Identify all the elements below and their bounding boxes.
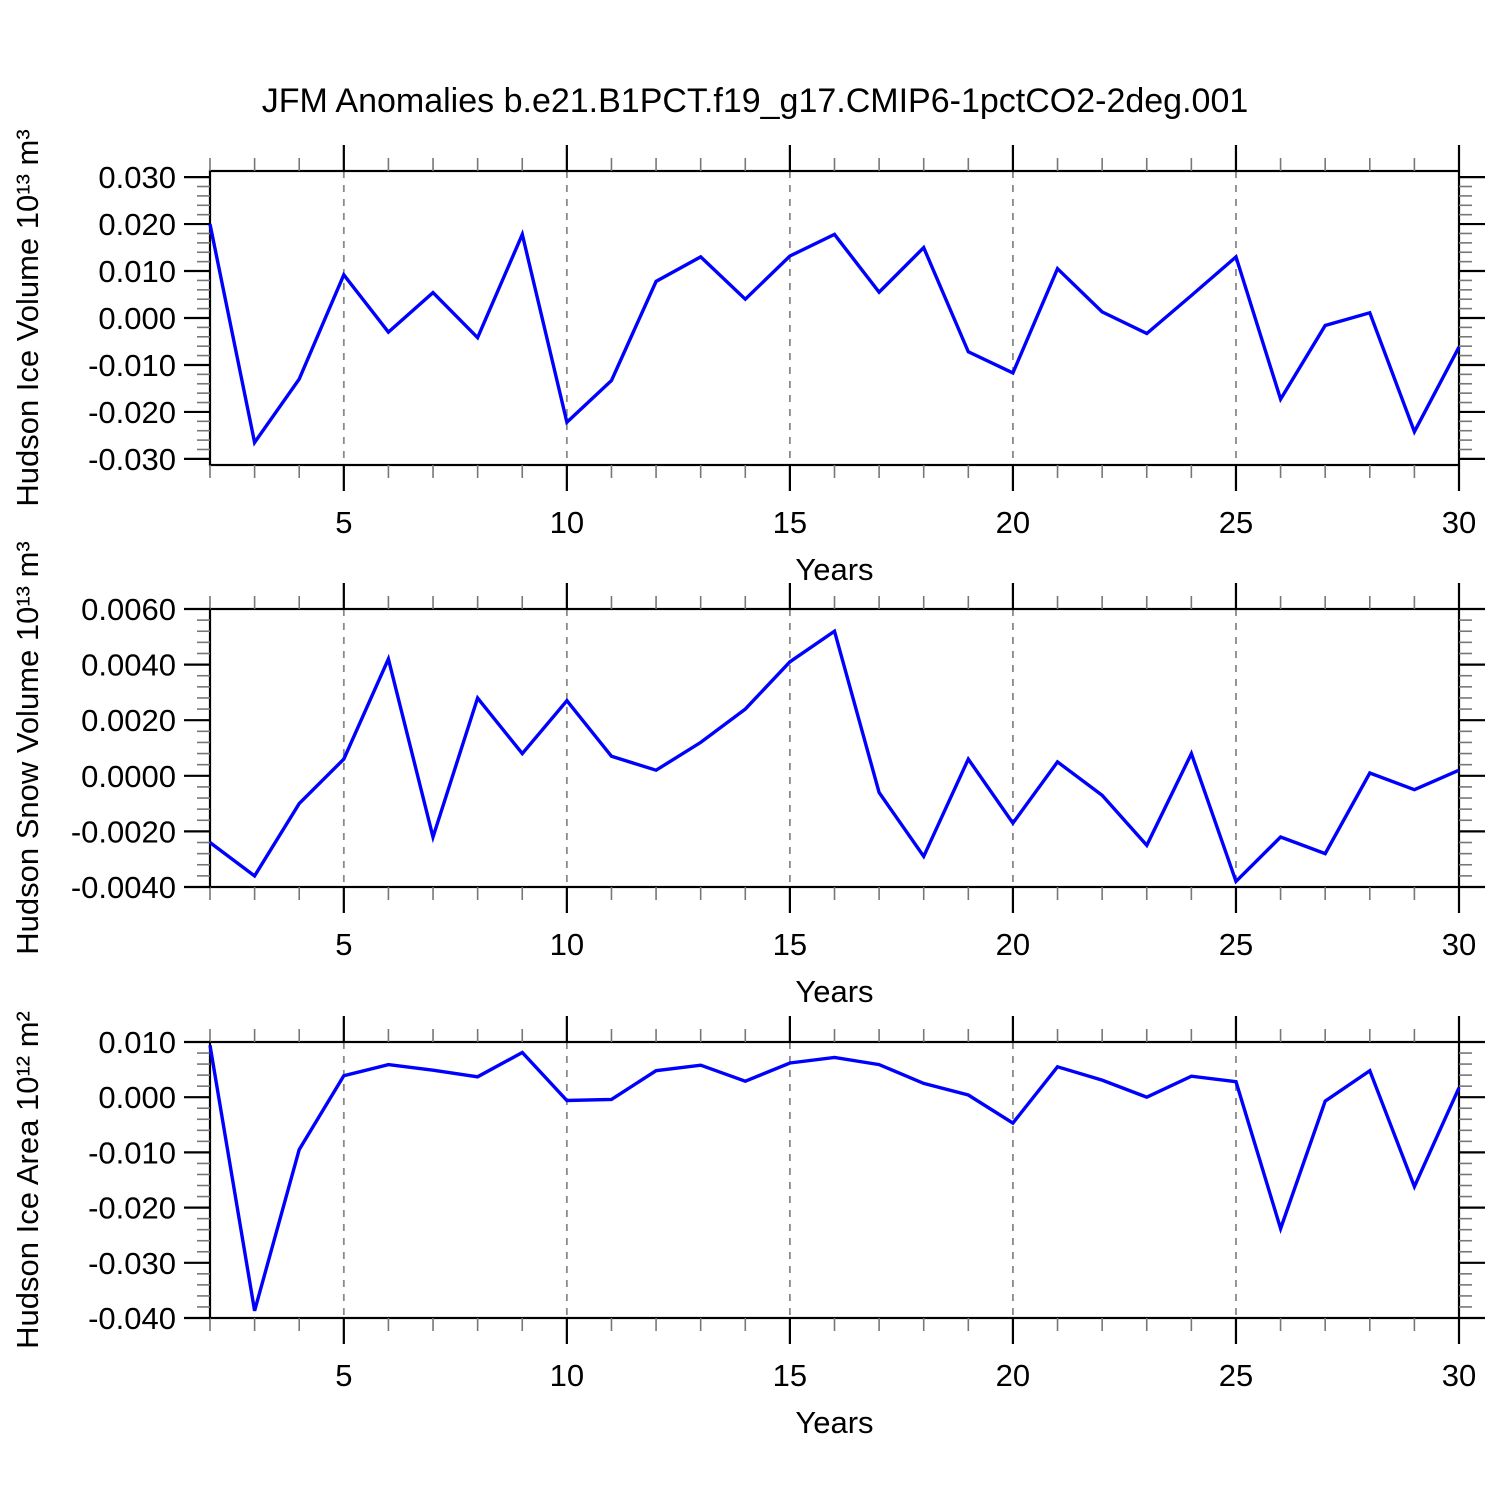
y-tick-label: 0.030 xyxy=(98,160,176,195)
y-tick-label: 0.020 xyxy=(98,207,176,242)
y-tick-label: -0.010 xyxy=(88,1135,176,1170)
y-axis-label: Hudson Ice Area 10¹² m² xyxy=(10,1011,45,1349)
y-tick-label: -0.0020 xyxy=(71,814,176,849)
x-tick-label: 15 xyxy=(773,505,807,540)
axis-ticks xyxy=(184,1016,1485,1344)
x-tick-label: 5 xyxy=(335,505,352,540)
x-tick-label: 10 xyxy=(550,505,584,540)
y-axis-label: Hudson Ice Volume 10¹³ m³ xyxy=(10,129,45,506)
series-line xyxy=(208,628,1460,885)
y-tick-label: -0.020 xyxy=(88,395,176,430)
x-tick-label: 20 xyxy=(996,505,1030,540)
y-tick-label: 0.0060 xyxy=(81,592,176,627)
plot-frame xyxy=(208,1040,1461,1320)
y-tick-label: -0.030 xyxy=(88,442,176,477)
x-tick-label: 25 xyxy=(1219,505,1253,540)
x-axis-label: Years xyxy=(795,1405,873,1440)
y-axis-label: Hudson Snow Volume 10¹³ m³ xyxy=(10,541,45,955)
x-axis-label: Years xyxy=(795,974,873,1009)
series-line xyxy=(208,1045,1461,1312)
panel-hudson-ice-volume: 0.030 0.020 0.010 0.000 -0.010 -0.020 -0.030 5 1… xyxy=(10,129,1485,587)
y-tick-label: -0.010 xyxy=(88,348,176,383)
x-axis-label: Years xyxy=(795,552,873,587)
y-tick-label: 0.0040 xyxy=(81,648,176,683)
y-tick-label: 0.0000 xyxy=(81,759,176,794)
x-tick-label: 5 xyxy=(335,1358,352,1393)
x-tick-label: 5 xyxy=(335,927,352,962)
x-tick-label: 30 xyxy=(1442,505,1476,540)
axis-ticks xyxy=(184,145,1485,491)
x-tick-label: 15 xyxy=(773,927,807,962)
y-tick-label: 0.0020 xyxy=(81,703,176,738)
x-tick-label: 20 xyxy=(996,1358,1030,1393)
x-tick-label: 10 xyxy=(550,927,584,962)
axis-ticks xyxy=(184,583,1485,913)
x-tick-label: 10 xyxy=(550,1358,584,1393)
gridlines xyxy=(342,1042,1237,1318)
x-tick-label: 15 xyxy=(773,1358,807,1393)
x-tick-label: 30 xyxy=(1442,1358,1476,1393)
y-tick-label: 0.000 xyxy=(98,301,176,336)
panel-hudson-ice-area: 0.010 0.000 -0.010 -0.020 -0.030 -0.040 5 10 15 2… xyxy=(10,1011,1485,1440)
plot-frame xyxy=(208,169,1461,467)
y-tick-label: -0.0040 xyxy=(71,870,176,905)
x-tick-label: 20 xyxy=(996,927,1030,962)
y-tick-label: 0.010 xyxy=(98,254,176,289)
y-tick-label: -0.030 xyxy=(88,1246,176,1281)
x-tick-label: 25 xyxy=(1219,1358,1253,1393)
series-line xyxy=(208,223,1461,447)
chart-title: JFM Anomalies b.e21.B1PCT.f19_g17.CMIP6-… xyxy=(261,82,1249,120)
x-tick-label: 25 xyxy=(1219,927,1253,962)
gridlines xyxy=(342,171,1237,465)
panel-hudson-snow-volume: 0.0060 0.0040 0.0020 0.0000 -0.0020 -0.0040 5 1… xyxy=(10,541,1485,1009)
x-tick-label: 30 xyxy=(1442,927,1476,962)
y-tick-label: -0.040 xyxy=(88,1301,176,1336)
y-tick-label: 0.010 xyxy=(98,1025,176,1060)
gridlines xyxy=(342,609,1237,887)
y-tick-label: 0.000 xyxy=(98,1080,176,1115)
y-tick-label: -0.020 xyxy=(88,1191,176,1226)
